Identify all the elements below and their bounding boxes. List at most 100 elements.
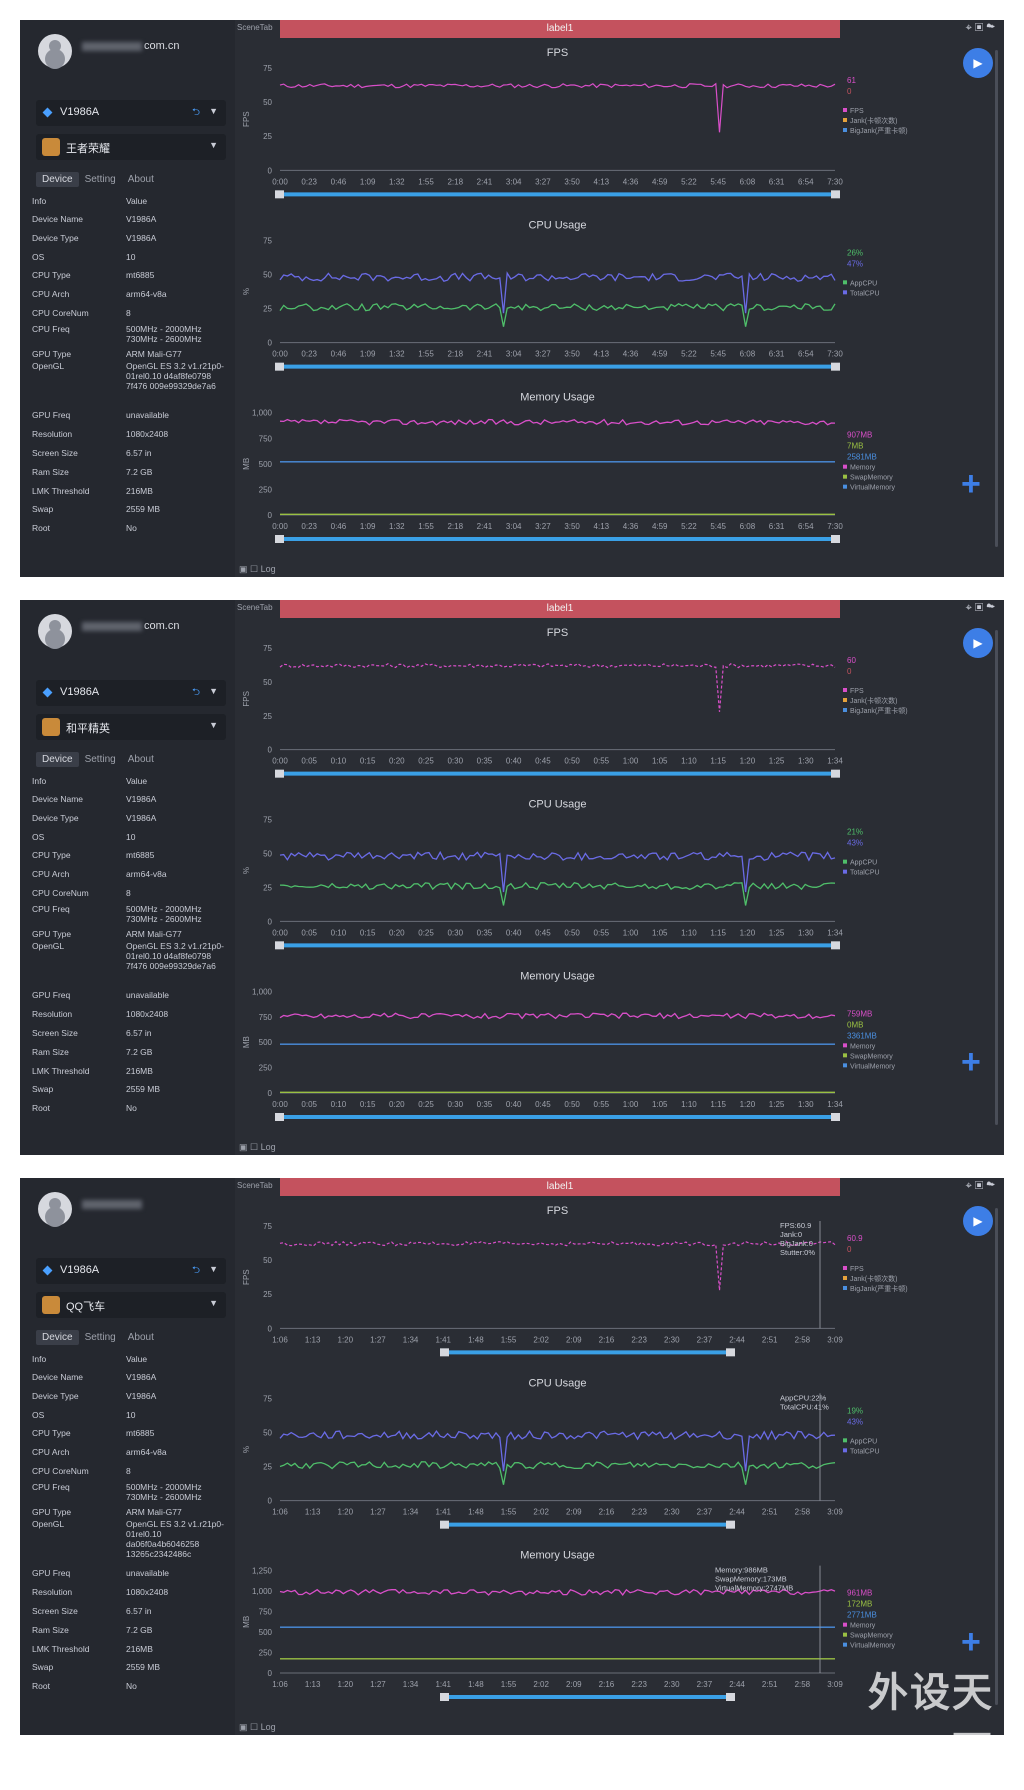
x-tick-label: 1:20 bbox=[338, 1335, 354, 1344]
legend-entry[interactable]: AppCPU bbox=[850, 280, 877, 287]
time-range-slider[interactable] bbox=[445, 1695, 730, 1699]
play-button[interactable]: ▶ bbox=[963, 1206, 993, 1236]
account-redacted bbox=[82, 41, 142, 51]
slider-handle-right[interactable] bbox=[726, 1348, 735, 1357]
vertical-scrollbar[interactable] bbox=[995, 1208, 998, 1705]
device-select[interactable]: V1986A ⮌ ▼ bbox=[36, 680, 226, 706]
legend-entry[interactable]: BigJank(严重卡顿) bbox=[850, 706, 908, 715]
add-chart-button[interactable]: + bbox=[961, 1043, 981, 1081]
slider-handle-right[interactable] bbox=[831, 769, 840, 778]
scene-label-tab[interactable]: label1 bbox=[280, 1178, 840, 1196]
time-range-slider[interactable] bbox=[280, 192, 835, 197]
scene-tab-label[interactable]: SceneTab bbox=[237, 1181, 273, 1190]
legend-entry[interactable]: FPS bbox=[850, 688, 864, 695]
slider-handle-right[interactable] bbox=[831, 362, 840, 371]
add-chart-button[interactable]: + bbox=[961, 1623, 981, 1661]
legend-entry[interactable]: SwapMemory bbox=[850, 475, 893, 482]
export-icon[interactable]: ▣ bbox=[239, 564, 251, 574]
slider-handle-left[interactable] bbox=[275, 190, 284, 199]
legend-entry[interactable]: Jank(卡顿次数) bbox=[850, 696, 897, 705]
time-range-slider[interactable] bbox=[280, 1115, 835, 1119]
log-checkbox[interactable]: ☐ bbox=[250, 1722, 261, 1732]
legend-entry[interactable]: FPS bbox=[850, 108, 864, 115]
legend-entry[interactable]: VirtualMemory bbox=[850, 1643, 895, 1650]
slider-handle-left[interactable] bbox=[275, 941, 284, 950]
legend-entry[interactable]: Memory bbox=[850, 1623, 876, 1630]
avatar[interactable] bbox=[38, 34, 72, 68]
slider-handle-right[interactable] bbox=[726, 1693, 735, 1701]
time-range-slider[interactable] bbox=[280, 943, 835, 948]
tab-device[interactable]: Device bbox=[36, 172, 79, 187]
legend-entry[interactable]: TotalCPU bbox=[850, 870, 880, 877]
legend-entry[interactable]: VirtualMemory bbox=[850, 1063, 895, 1070]
x-tick-label: 1:15 bbox=[710, 928, 726, 937]
toolbar-icons[interactable]: ⌖▣☁ bbox=[965, 602, 998, 614]
tab-device[interactable]: Device bbox=[36, 1330, 79, 1345]
legend-entry[interactable]: TotalCPU bbox=[850, 1448, 880, 1455]
slider-handle-left[interactable] bbox=[440, 1520, 449, 1529]
legend-entry[interactable]: BigJank(严重卡顿) bbox=[850, 126, 908, 135]
app-select[interactable]: 王者荣耀 ▼ bbox=[36, 134, 226, 160]
scene-tab-label[interactable]: SceneTab bbox=[237, 23, 273, 32]
add-chart-button[interactable]: + bbox=[961, 465, 981, 503]
app-select[interactable]: 和平精英 ▼ bbox=[36, 714, 226, 740]
scene-label-tab[interactable]: label1 bbox=[280, 600, 840, 618]
slider-handle-left[interactable] bbox=[275, 1113, 284, 1121]
tab-device[interactable]: Device bbox=[36, 752, 79, 767]
time-range-slider[interactable] bbox=[445, 1522, 730, 1527]
slider-handle-right[interactable] bbox=[831, 535, 840, 543]
legend-entry[interactable]: FPS bbox=[850, 1266, 864, 1273]
x-tick-label: 0:30 bbox=[447, 1100, 463, 1109]
device-select[interactable]: V1986A ⮌ ▼ bbox=[36, 100, 226, 126]
tab-about[interactable]: About bbox=[127, 754, 154, 765]
app-select[interactable]: QQ飞车 ▼ bbox=[36, 1292, 226, 1318]
slider-handle-right[interactable] bbox=[726, 1520, 735, 1529]
tab-setting[interactable]: Setting bbox=[84, 1332, 116, 1343]
vertical-scrollbar[interactable] bbox=[995, 630, 998, 1125]
scene-tab-label[interactable]: SceneTab bbox=[237, 603, 273, 612]
tab-setting[interactable]: Setting bbox=[84, 174, 116, 185]
time-range-slider[interactable] bbox=[280, 771, 835, 776]
avatar[interactable] bbox=[38, 614, 72, 648]
current-value: 61 bbox=[847, 76, 856, 85]
slider-handle-left[interactable] bbox=[440, 1693, 449, 1701]
log-checkbox[interactable]: ☐ bbox=[250, 564, 261, 574]
device-select[interactable]: V1986A ⮌ ▼ bbox=[36, 1258, 226, 1284]
slider-handle-left[interactable] bbox=[440, 1348, 449, 1357]
play-button[interactable]: ▶ bbox=[963, 628, 993, 658]
log-checkbox[interactable]: ☐ bbox=[250, 1142, 261, 1152]
slider-handle-right[interactable] bbox=[831, 941, 840, 950]
y-tick-label: 50 bbox=[263, 98, 272, 107]
legend-entry[interactable]: BigJank(严重卡顿) bbox=[850, 1284, 908, 1293]
slider-handle-left[interactable] bbox=[275, 769, 284, 778]
legend-entry[interactable]: TotalCPU bbox=[850, 290, 880, 297]
time-range-slider[interactable] bbox=[280, 364, 835, 369]
legend-entry[interactable]: Memory bbox=[850, 465, 876, 472]
time-range-slider[interactable] bbox=[280, 537, 835, 541]
time-range-slider[interactable] bbox=[445, 1350, 730, 1355]
tab-about[interactable]: About bbox=[127, 1332, 154, 1343]
slider-handle-left[interactable] bbox=[275, 362, 284, 371]
legend-entry[interactable]: AppCPU bbox=[850, 1438, 877, 1445]
tab-setting[interactable]: Setting bbox=[84, 754, 116, 765]
toolbar-icons[interactable]: ⌖▣☁ bbox=[965, 22, 998, 34]
tab-about[interactable]: About bbox=[127, 174, 154, 185]
legend-entry[interactable]: AppCPU bbox=[850, 860, 877, 867]
legend-entry[interactable]: VirtualMemory bbox=[850, 485, 895, 492]
export-icon[interactable]: ▣ bbox=[239, 1142, 251, 1152]
x-tick-label: 1:00 bbox=[623, 1100, 639, 1109]
avatar[interactable] bbox=[38, 1192, 72, 1226]
legend-entry[interactable]: Jank(卡顿次数) bbox=[850, 116, 897, 125]
toolbar-icons[interactable]: ⌖▣☁ bbox=[965, 1180, 998, 1192]
legend-entry[interactable]: Memory bbox=[850, 1043, 876, 1050]
slider-handle-right[interactable] bbox=[831, 1113, 840, 1121]
export-icon[interactable]: ▣ bbox=[239, 1722, 251, 1732]
vertical-scrollbar[interactable] bbox=[995, 50, 998, 547]
slider-handle-right[interactable] bbox=[831, 190, 840, 199]
scene-label-tab[interactable]: label1 bbox=[280, 20, 840, 38]
slider-handle-left[interactable] bbox=[275, 535, 284, 543]
legend-entry[interactable]: SwapMemory bbox=[850, 1053, 893, 1060]
legend-entry[interactable]: Jank(卡顿次数) bbox=[850, 1274, 897, 1283]
legend-entry[interactable]: SwapMemory bbox=[850, 1633, 893, 1640]
play-button[interactable]: ▶ bbox=[963, 48, 993, 78]
